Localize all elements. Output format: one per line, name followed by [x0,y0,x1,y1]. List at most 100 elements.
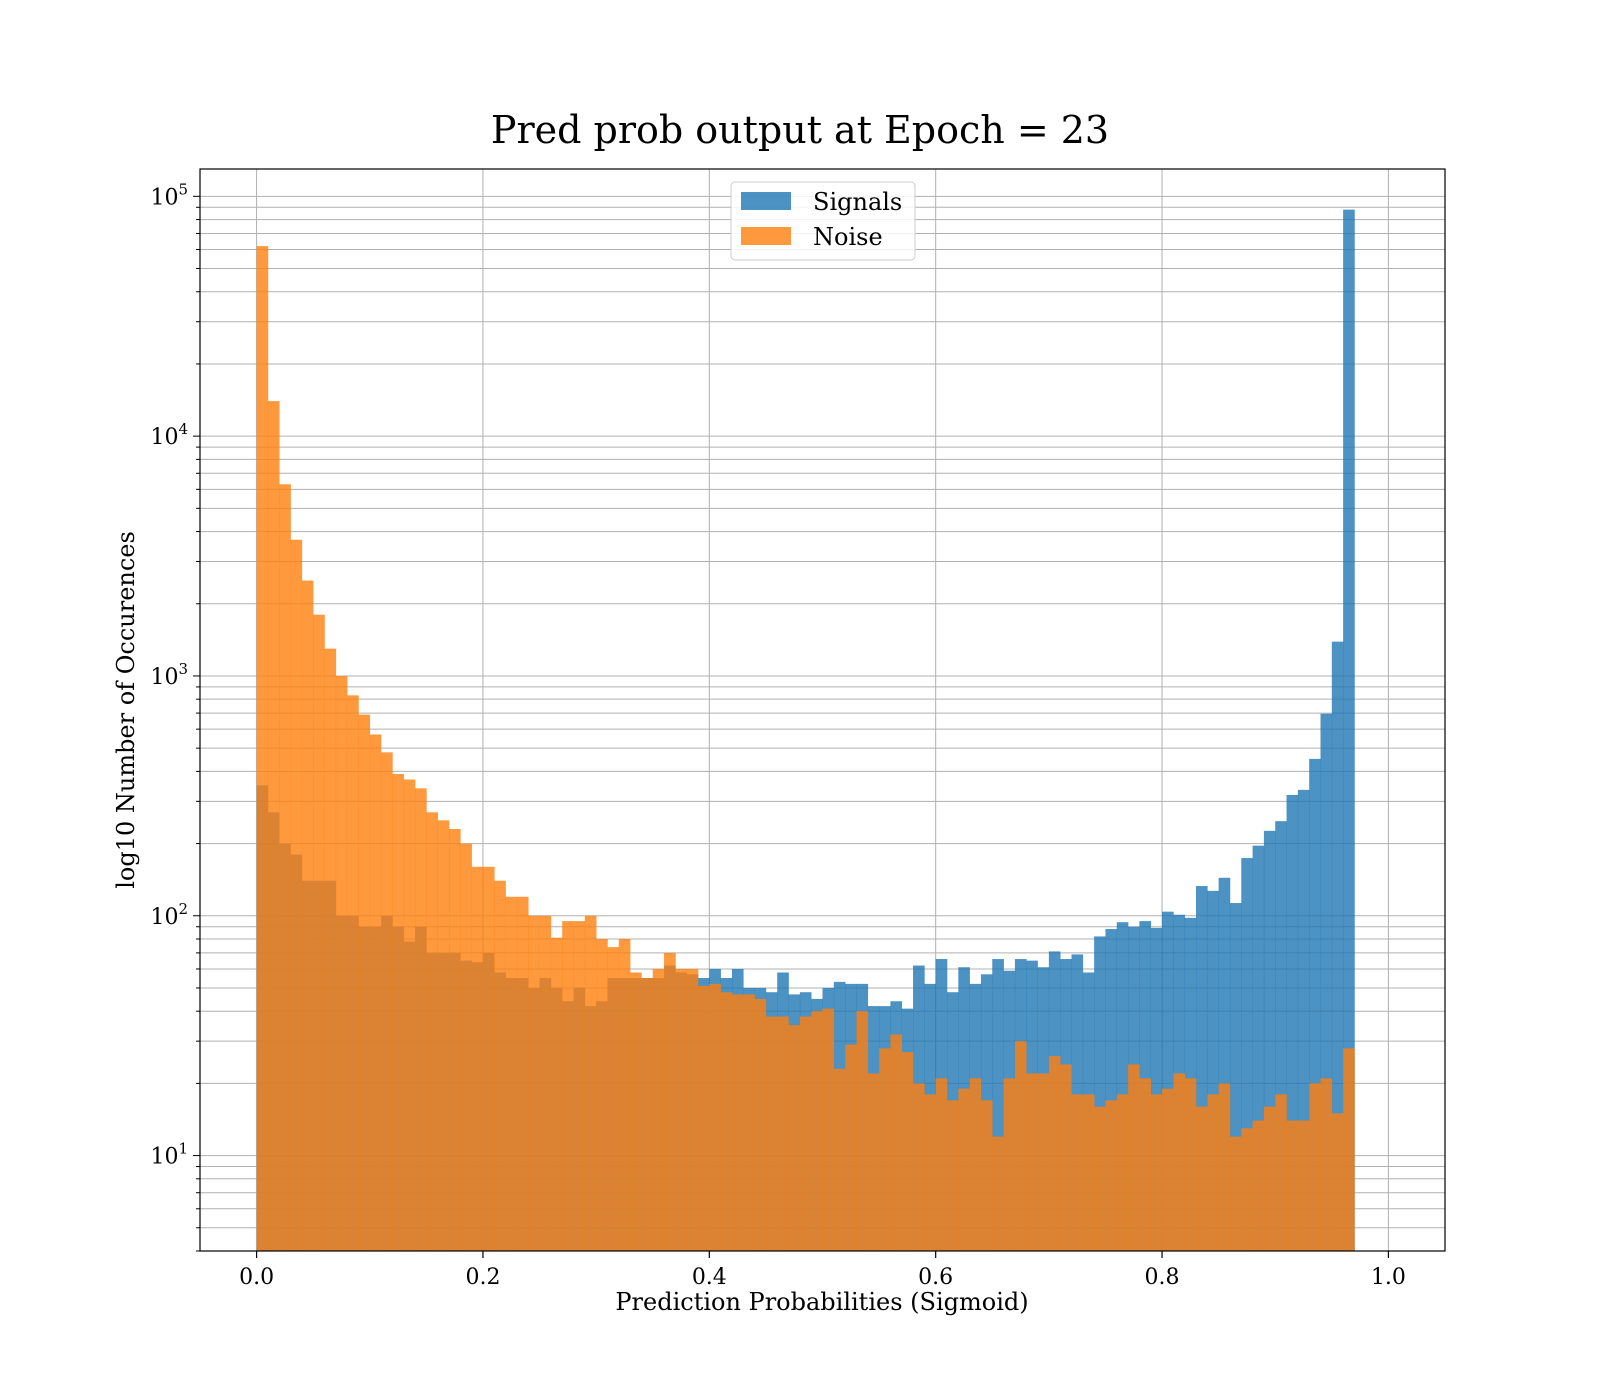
noise-bar [1139,1078,1152,1251]
noise-bar [1241,1128,1253,1251]
noise-bar [347,695,359,1251]
noise-bar [1309,1083,1321,1251]
noise-bar [256,246,269,1251]
noise-bar [788,1025,801,1251]
noise-bar [935,1078,948,1251]
noise-bar [1331,1113,1344,1251]
x-tick-label: 0.8 [1145,1265,1180,1290]
noise-bar [811,1011,823,1251]
noise-bar [743,994,755,1251]
noise-bar [437,820,450,1251]
noise-bar [1128,1064,1140,1251]
noise-bar [731,994,744,1251]
noise-bar [369,734,382,1251]
noise-bar [890,1034,903,1251]
noise-bar [720,992,733,1251]
noise-bar [324,648,337,1251]
noise-bar [1048,1056,1061,1251]
signals-bar [1286,794,1299,1251]
signals-bar [1343,209,1355,1252]
signals-bar [1275,821,1287,1251]
noise-bar [777,1016,789,1251]
signals-bar [1207,890,1219,1251]
noise-bar [539,915,552,1251]
noise-bar [267,401,280,1252]
noise-bar [675,968,687,1251]
legend-swatch-signals [741,192,791,210]
noise-bar [765,1016,778,1251]
noise-bar [449,829,461,1251]
signals-bar [1162,911,1174,1251]
legend: Signals Noise [730,181,916,261]
noise-bar [947,1100,959,1251]
noise-bar [494,880,506,1251]
y-tick-label: 101 [150,1140,188,1170]
noise-bar [358,714,371,1251]
noise-bar [584,915,597,1251]
noise-bar [392,774,405,1251]
noise-bar [505,896,518,1251]
noise-bar [381,752,393,1251]
noise-bar [528,915,540,1251]
noise-bar [1343,1048,1355,1251]
signals-bar [1241,858,1253,1251]
signals-bar [1263,830,1276,1251]
y-axis-ticks: 101 102 103 104 105 [150,180,200,1252]
noise-bar [1116,1094,1129,1251]
noise-bar [1082,1094,1095,1251]
noise-bar [1094,1106,1106,1251]
noise-bar [822,1008,835,1251]
noise-bar [969,1078,982,1251]
signals-bar [1116,922,1129,1251]
signals-bar [1320,713,1333,1251]
y-tick-label: 104 [150,420,188,450]
noise-series [256,246,1355,1252]
noise-bar [1037,1073,1050,1251]
signals-bar [1094,936,1106,1251]
noise-bar [833,1068,846,1251]
noise-bar [618,938,631,1251]
noise-bar [596,938,608,1251]
x-axis-label: Prediction Probabilities (Sigmoid) [615,1288,1028,1316]
x-tick-label: 0.6 [918,1265,953,1290]
x-tick-label: 0.0 [239,1265,274,1290]
noise-bar [958,1088,970,1251]
noise-bar [1003,1078,1016,1251]
noise-bar [1060,1064,1072,1251]
legend-label-noise: Noise [813,223,883,251]
noise-bar [460,843,472,1251]
signals-bar [1105,929,1118,1251]
plot-frame [199,168,1446,1252]
noise-bar [607,947,620,1251]
legend-swatch-noise [741,227,791,245]
noise-bar [1162,1088,1174,1251]
noise-bar [879,1048,891,1251]
signals-bar [1331,641,1344,1251]
noise-bar [301,580,314,1251]
noise-bar [992,1136,1004,1251]
signals-bar [1309,758,1321,1251]
noise-bar [1218,1083,1231,1251]
noise-bar [1275,1094,1287,1251]
noise-bar [335,675,348,1251]
noise-bar [403,779,416,1251]
noise-bar [1263,1106,1276,1251]
noise-bar [980,1100,993,1251]
noise-bar [1297,1120,1310,1251]
x-axis-ticks: 0.0 0.2 0.4 0.6 0.8 1.0 [239,1251,1406,1290]
noise-bar [1173,1073,1185,1251]
noise-bar [924,1094,936,1251]
noise-bar [1184,1078,1197,1251]
y-tick-label: 102 [150,900,188,930]
noise-bar [664,952,676,1251]
signals-bar [1218,877,1231,1251]
noise-bar [550,937,563,1251]
noise-bar [799,1016,812,1251]
chart-title: Pred prob output at Epoch = 23 [491,108,1109,152]
noise-bar [901,1052,914,1251]
noise-bar [856,1011,869,1251]
noise-bar [1026,1073,1038,1251]
noise-bar [1207,1094,1219,1251]
noise-bar [426,812,438,1251]
